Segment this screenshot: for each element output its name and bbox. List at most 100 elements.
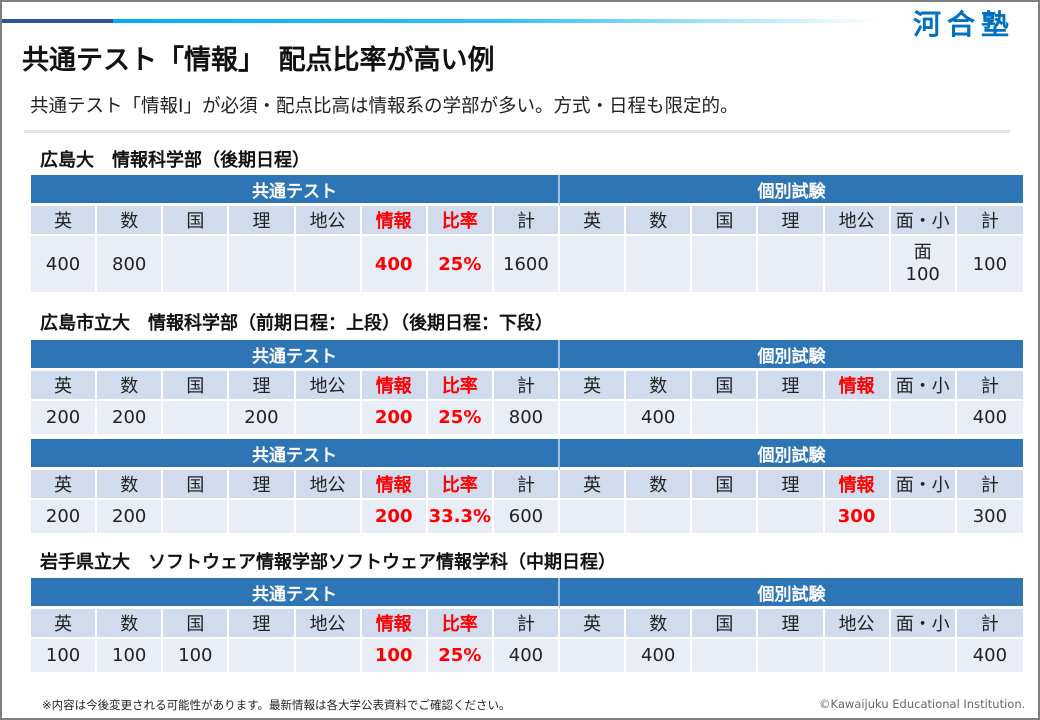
group-individual-exam: 個別試験 (560, 578, 1023, 609)
score-cell (295, 236, 362, 292)
score-cell: 200 (229, 401, 296, 434)
subject-header: 国 (163, 206, 230, 236)
subject-header: 数 (97, 470, 164, 500)
subject-header: 比率 (427, 206, 494, 236)
subject-header: 計 (493, 371, 560, 401)
subject-header: 計 (956, 609, 1023, 639)
group-individual-exam: 個別試験 (560, 439, 1023, 470)
score-cell (692, 401, 759, 434)
subject-header-row: 英数国理地公 情報 比率計英数国理情報 面・小計 (31, 371, 1023, 401)
subject-header: 理 (229, 206, 296, 236)
score-cell: 1600 (493, 236, 560, 292)
score-cell (560, 236, 627, 292)
score-cell: 400 (626, 639, 693, 672)
section-title-hiroshima-city-u: 広島市立大 情報科学部（前期日程：上段）（後期日程：下段） (40, 313, 553, 334)
subject-header: 理 (229, 609, 296, 639)
score-cell (692, 639, 759, 672)
score-cell: 100 (956, 236, 1023, 292)
subject-header: 計 (956, 470, 1023, 500)
subject-header: 英 (560, 470, 627, 500)
group-common-test: 共通テスト (31, 340, 560, 371)
subject-header: 比率 (427, 470, 494, 500)
subject-header: 地公 (295, 609, 362, 639)
subject-header: 理 (758, 470, 825, 500)
score-cell (824, 639, 891, 672)
subject-header: 理 (758, 371, 825, 401)
score-table-hiroshima-city-u-early: 共通テスト 個別試験英数国理地公 情報 比率計英数国理情報 面・小計 200 200 200 2… (31, 340, 1023, 434)
subject-header: 理 (229, 470, 296, 500)
subject-header: 国 (692, 609, 759, 639)
subject-header: 国 (163, 609, 230, 639)
subject-header: 地公 (295, 206, 362, 236)
subject-header: 地公 (824, 609, 891, 639)
score-cell: 25% (427, 236, 494, 292)
subject-header: 計 (956, 206, 1023, 236)
score-cell: 100 (31, 639, 98, 672)
page-title: 共通テスト「情報」 配点比率が高い例 (22, 45, 495, 76)
score-cell (295, 639, 362, 672)
subject-header: 面・小 (890, 609, 957, 639)
subject-header: 数 (97, 206, 164, 236)
copyright: ©Kawaijuku Educational Institution. (819, 697, 1026, 711)
group-header-row: 共通テスト 個別試験 (31, 578, 1023, 609)
subject-header: 理 (229, 371, 296, 401)
page-subtitle: 共通テスト「情報Ⅰ」が必須・配点比高は情報系の学部が多い。方式・日程も限定的。 (30, 96, 739, 117)
subject-header: 理 (758, 609, 825, 639)
subject-header: 英 (31, 470, 98, 500)
group-individual-exam: 個別試験 (560, 175, 1023, 206)
subject-header: 情報 (824, 470, 891, 500)
group-common-test: 共通テスト (31, 175, 560, 206)
score-cell: 100 (361, 639, 428, 672)
subject-header: 情報 (824, 371, 891, 401)
score-cell (229, 236, 296, 292)
score-cell: 200 (361, 401, 428, 434)
divider (24, 130, 1010, 133)
subject-header: 面・小 (890, 371, 957, 401)
score-cell: 面 100 (890, 236, 957, 292)
score-cell (692, 236, 759, 292)
score-cell: 100 (97, 639, 164, 672)
subject-header: 地公 (295, 470, 362, 500)
subject-header: 数 (626, 206, 693, 236)
score-cell (560, 500, 627, 533)
subject-header: 情報 (361, 371, 428, 401)
subject-header: 情報 (361, 609, 428, 639)
score-cell: 400 (956, 639, 1023, 672)
score-cell: 200 (31, 401, 98, 434)
subject-header: 数 (626, 371, 693, 401)
score-cell: 300 (824, 500, 891, 533)
subject-header: 国 (692, 371, 759, 401)
subject-header: 計 (956, 371, 1023, 401)
accent-bar (2, 19, 1002, 23)
subject-header: 国 (163, 470, 230, 500)
subject-header: 国 (692, 470, 759, 500)
score-cell (626, 236, 693, 292)
score-cell: 200 (361, 500, 428, 533)
subject-header: 英 (560, 609, 627, 639)
subject-header: 比率 (427, 371, 494, 401)
score-cell (890, 500, 957, 533)
subject-header: 英 (560, 206, 627, 236)
score-cell (229, 500, 296, 533)
section-title-iwate-pref-u: 岩手県立大 ソフトウェア情報学部ソフトウェア情報学科（中期日程） (40, 552, 616, 573)
subject-header: 英 (31, 609, 98, 639)
group-common-test: 共通テスト (31, 439, 560, 470)
score-cell (163, 401, 230, 434)
score-cell (890, 639, 957, 672)
score-cell: 25% (427, 401, 494, 434)
score-cell (758, 401, 825, 434)
group-common-test: 共通テスト (31, 578, 560, 609)
score-table-hiroshima-u: 共通テスト 個別試験英数国理地公 情報 比率計英数国理地公 面・小計 400 800 400 2… (31, 175, 1023, 292)
subject-header: 国 (692, 206, 759, 236)
group-individual-exam: 個別試験 (560, 340, 1023, 371)
score-cell: 400 (361, 236, 428, 292)
subject-header: 計 (493, 470, 560, 500)
score-cell (758, 500, 825, 533)
subject-header: 計 (493, 609, 560, 639)
section-title-hiroshima-u: 広島大 情報科学部（後期日程） (40, 150, 310, 171)
subject-header-row: 英数国理地公 情報 比率計英数国理情報 面・小計 (31, 470, 1023, 500)
kawaijuku-logo: 河合塾 (913, 8, 1016, 41)
score-cell (692, 500, 759, 533)
score-cell: 25% (427, 639, 494, 672)
score-cell (163, 500, 230, 533)
